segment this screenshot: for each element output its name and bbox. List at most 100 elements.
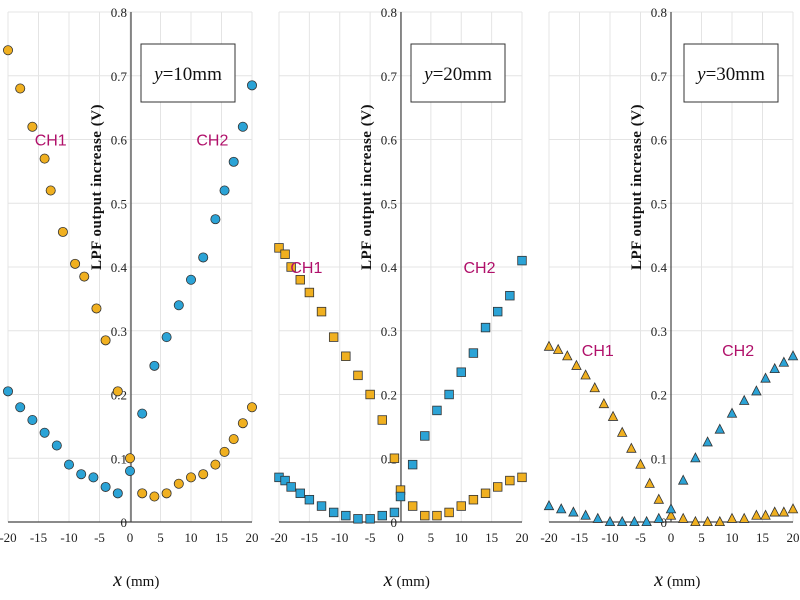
data-point-ch1: [626, 442, 637, 453]
data-point-ch2: [161, 332, 172, 343]
data-point-ch2: [480, 322, 491, 333]
data-point-ch2: [149, 360, 160, 371]
chart-panel-1: -20-15-10-50510152000.10.20.30.40.50.60.…: [0, 5, 259, 591]
x-axis-label-var: x: [653, 569, 663, 591]
data-point-ch1: [15, 83, 26, 94]
data-point-ch2: [395, 491, 406, 502]
series-annotation-ch1: CH1: [35, 133, 67, 150]
data-point-ch1: [562, 350, 573, 361]
x-tick-label: 0: [397, 530, 404, 545]
x-tick-label: -20: [0, 530, 17, 545]
data-point-ch2: [88, 472, 99, 483]
x-tick-label: -5: [365, 530, 376, 545]
x-tick-label: 10: [726, 530, 739, 545]
data-point-ch2: [76, 469, 87, 480]
data-point-ch2: [100, 481, 111, 492]
data-point-ch2: [125, 465, 136, 476]
data-point-ch1: [505, 475, 515, 486]
data-point-ch2: [64, 459, 75, 470]
data-point-ch1: [760, 509, 771, 520]
data-point-ch2: [665, 503, 677, 514]
data-point-ch1: [726, 512, 738, 523]
distance-label-box: [683, 43, 779, 103]
data-point-ch2: [702, 436, 713, 447]
data-point-ch1: [185, 472, 196, 483]
x-tick-label: -20: [270, 530, 287, 545]
x-axis-label-unit: (mm): [667, 574, 700, 590]
x-tick-label: -15: [30, 530, 47, 545]
data-point-ch2: [237, 121, 248, 132]
data-point-ch1: [714, 515, 726, 526]
data-point-ch1: [173, 478, 184, 489]
data-point-ch1: [517, 472, 527, 483]
data-point-ch2: [280, 475, 290, 486]
chart-panel-2: -20 -15 -10 -5 0 5 10 15 2000.10.20.30.40.50.60.…: [270, 5, 528, 591]
data-point-ch1: [616, 426, 628, 437]
data-point-ch2: [568, 506, 579, 517]
y-tick-label: 0.4: [111, 260, 128, 275]
x-tick-label: -5: [94, 530, 105, 545]
data-point-ch1: [677, 512, 689, 523]
data-point-ch2: [517, 255, 527, 266]
distance-label: y=30mm: [695, 64, 765, 85]
y-tick-label: 0.3: [381, 324, 397, 339]
data-point-ch2: [353, 514, 363, 524]
data-point-ch1: [341, 351, 351, 361]
data-point-ch1: [91, 303, 102, 314]
x-tick-label: 15: [485, 530, 498, 545]
data-point-ch2: [677, 474, 689, 485]
data-point-ch2: [112, 488, 123, 499]
data-point-ch2: [555, 503, 567, 514]
x-axis-label-var: x: [383, 569, 393, 591]
data-point-ch2: [228, 156, 239, 167]
y-tick-label: 0.6: [651, 133, 668, 148]
data-point-ch1: [316, 306, 327, 317]
data-point-ch2: [492, 306, 503, 317]
data-point-ch2: [407, 459, 418, 470]
data-point-ch2: [286, 482, 296, 492]
data-point-ch1: [45, 185, 56, 196]
data-point-ch2: [198, 252, 209, 263]
data-point-ch1: [353, 370, 363, 381]
data-point-ch1: [607, 410, 619, 421]
data-point-ch2: [592, 512, 604, 523]
data-point-ch1: [456, 501, 466, 511]
data-point-ch2: [389, 507, 400, 518]
data-point-ch2: [604, 515, 616, 526]
y-tick-label: 0.4: [381, 260, 398, 275]
data-point-ch2: [173, 300, 184, 311]
data-point-ch1: [304, 287, 315, 298]
series-annotation-ch2: CH2: [463, 260, 495, 277]
data-point-ch1: [328, 332, 339, 342]
data-point-ch1: [246, 402, 257, 413]
data-point-ch2: [690, 452, 701, 463]
x-tick-label: -10: [331, 530, 348, 545]
x-axis-label-var: x: [112, 569, 122, 591]
data-point-ch1: [598, 397, 610, 409]
data-point-ch1: [769, 506, 780, 517]
y-tick-label: 0.5: [381, 196, 397, 211]
data-point-ch2: [27, 414, 38, 425]
data-point-ch2: [39, 427, 50, 438]
data-point-ch2: [185, 274, 196, 285]
data-point-ch1: [210, 459, 221, 470]
data-point-ch2: [377, 510, 387, 521]
data-point-ch2: [51, 440, 62, 451]
series-annotation-ch1: CH1: [582, 343, 614, 360]
data-point-ch2: [210, 214, 221, 225]
data-point-ch2: [505, 290, 515, 301]
y-tick-label: 0.5: [651, 196, 667, 211]
data-point-ch1: [571, 359, 582, 370]
data-point-ch2: [760, 372, 771, 383]
data-point-ch2: [444, 389, 454, 400]
data-point-ch1: [79, 271, 90, 282]
data-point-ch2: [341, 510, 351, 521]
data-point-ch1: [389, 453, 400, 463]
data-point-ch1: [580, 369, 591, 380]
y-axis-label: LPF output increase (V): [359, 104, 375, 270]
data-point-ch1: [125, 453, 136, 464]
data-point-ch2: [316, 501, 327, 511]
data-point-ch2: [778, 356, 790, 367]
data-point-ch2: [769, 362, 780, 374]
x-tick-label: 20: [516, 530, 529, 545]
